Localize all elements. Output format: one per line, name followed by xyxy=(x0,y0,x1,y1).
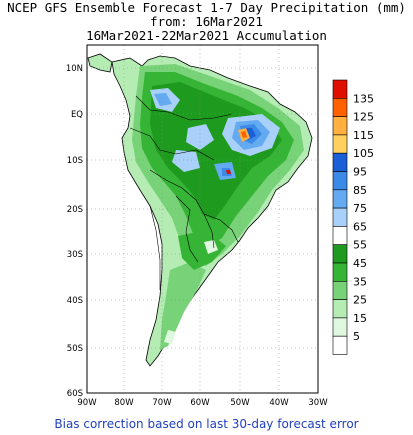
legend-label: 25 xyxy=(353,294,367,307)
lat-label: 10N xyxy=(66,64,83,74)
lat-label: 20S xyxy=(67,205,83,215)
lon-label: 50W xyxy=(230,398,250,408)
lon-label: 80W xyxy=(114,398,134,408)
legend-label: 5 xyxy=(353,330,360,343)
legend-swatch xyxy=(332,207,348,227)
legend-label: 135 xyxy=(353,92,374,105)
precip-65mm xyxy=(150,88,280,172)
lat-axis: 10N EQ 10S 20S 30S 40S 50S 60S xyxy=(66,64,83,399)
central-america xyxy=(87,53,113,73)
legend-swatch xyxy=(332,98,348,117)
precip-125mm xyxy=(241,131,247,138)
lat-label: EQ xyxy=(71,110,83,120)
precip-135mm xyxy=(226,170,231,174)
legend-swatch xyxy=(332,116,348,136)
lon-axis: 90W 80W 70W 60W 50W 40W 30W xyxy=(77,398,328,408)
legend-label: 85 xyxy=(353,184,367,197)
legend-swatch xyxy=(332,262,348,282)
lat-label: 30S xyxy=(67,250,83,260)
legend-swatch xyxy=(332,244,348,264)
lat-label: 50S xyxy=(67,344,83,354)
lon-label: 60W xyxy=(190,398,210,408)
lat-label: 10S xyxy=(67,156,83,166)
graticule xyxy=(87,45,318,393)
lat-label: 60S xyxy=(67,389,83,399)
lat-label: 40S xyxy=(67,296,83,306)
legend-swatch xyxy=(332,317,348,337)
country-borders xyxy=(129,95,239,290)
legend-swatch xyxy=(332,299,348,319)
legend-swatch xyxy=(332,226,348,245)
title-line-2: from: 16Mar2021 xyxy=(150,14,263,29)
legend-label: 75 xyxy=(353,202,367,215)
lon-label: 40W xyxy=(269,398,289,408)
map-content xyxy=(87,45,318,393)
legend-label: 65 xyxy=(353,220,367,233)
legend-label: 55 xyxy=(353,239,367,252)
legend-label: 35 xyxy=(353,275,367,288)
footer-note: Bias correction based on last 30-day for… xyxy=(54,417,359,431)
lon-label: 30W xyxy=(308,398,328,408)
legend-swatch xyxy=(332,171,348,191)
legend-swatch xyxy=(332,134,348,154)
legend-swatch xyxy=(332,152,348,172)
title-line-1: NCEP GFS Ensemble Forecast 1-7 Day Preci… xyxy=(7,0,406,15)
legend-label: 15 xyxy=(353,312,367,325)
lon-label: 70W xyxy=(152,398,172,408)
legend-label: 115 xyxy=(353,129,374,142)
lon-label: 90W xyxy=(77,398,97,408)
precip-south-light xyxy=(164,240,218,344)
legend-swatch xyxy=(332,280,348,300)
legend-label: 45 xyxy=(353,257,367,270)
legend-swatch xyxy=(332,79,348,99)
legend-swatch xyxy=(332,189,348,209)
map-border xyxy=(86,44,319,394)
legend: 135 125 115 105 95 85 75 65 55 45 35 25 15 5 xyxy=(332,79,374,355)
precip-south xyxy=(160,262,206,350)
legend-label: 125 xyxy=(353,111,374,124)
legend-swatch xyxy=(332,335,348,355)
title-line-3: 16Mar2021-22Mar2021 Accumulation xyxy=(86,28,327,43)
legend-label: 105 xyxy=(353,147,374,160)
legend-label: 95 xyxy=(353,166,367,179)
